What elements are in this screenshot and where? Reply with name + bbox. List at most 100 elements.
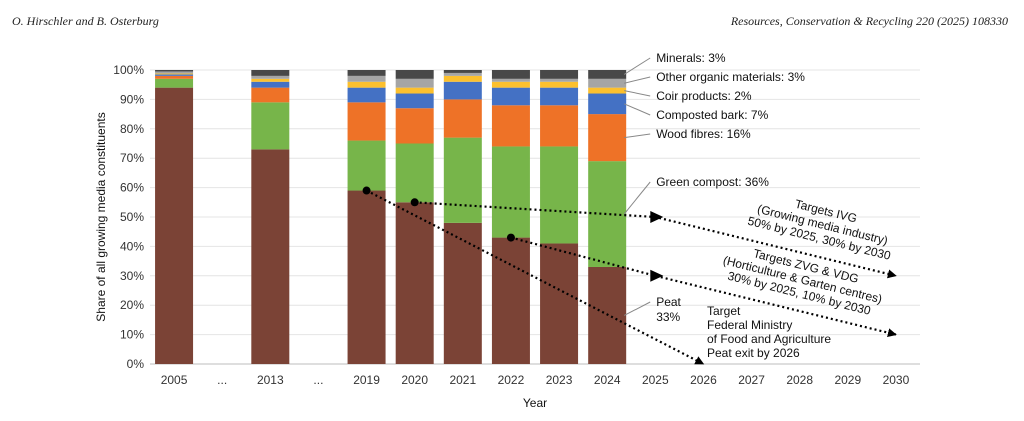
x-tick-label: 2024 (594, 373, 621, 387)
target-annotation-line: of Food and Agriculture (707, 332, 831, 346)
bar-segment (347, 75, 386, 82)
y-tick-label: 10% (120, 328, 144, 342)
bar-segment (443, 75, 482, 82)
x-tick-label: 2028 (786, 373, 813, 387)
y-tick-label: 50% (120, 210, 144, 224)
x-tick-label: 2025 (642, 373, 669, 387)
bar-segment (540, 105, 579, 147)
bar-segment (491, 81, 530, 88)
leader-line (623, 57, 651, 75)
bar-segment (347, 81, 386, 88)
y-tick-label: 60% (120, 181, 144, 195)
bar-segment (443, 99, 482, 138)
bar-segment (491, 70, 530, 79)
series-label-value: 33% (656, 310, 680, 324)
bar-segment (155, 70, 194, 72)
bar-segment (443, 137, 482, 223)
header-journal: Resources, Conservation & Recycling 220 … (730, 14, 1008, 28)
bar-segment (395, 70, 434, 79)
bar-segment (347, 102, 386, 141)
bar-segment (540, 243, 579, 364)
bar-segment (251, 81, 290, 88)
bar-segment (540, 87, 579, 106)
bar-segment (395, 87, 434, 94)
leader-line (623, 181, 651, 215)
bar-segment (347, 70, 386, 76)
x-tick-label: 2019 (353, 373, 380, 387)
bar-segment (491, 146, 530, 238)
target-start-point (362, 186, 371, 195)
bar-segment (155, 87, 194, 364)
y-tick-label: 100% (113, 63, 144, 77)
series-label: Composted bark: 7% (656, 108, 768, 122)
bar-segment (588, 78, 627, 88)
target-annotation-line: Target (707, 304, 741, 318)
x-tick-label: 2023 (546, 373, 573, 387)
bar-segment (588, 93, 627, 115)
series-label: Other organic materials: 3% (656, 70, 805, 84)
bar-segment (491, 78, 530, 82)
series-label: Minerals: 3% (656, 51, 726, 65)
series-label: Peat (656, 295, 681, 309)
target-start-point (410, 198, 419, 207)
series-label: Coir products: 2% (656, 89, 752, 103)
bar-segment (251, 78, 290, 82)
bar-segment (395, 78, 434, 88)
bar-segment (443, 222, 482, 364)
target-annotation-line: Peat exit by 2026 (707, 346, 800, 360)
y-tick-label: 20% (120, 298, 144, 312)
bar-segment (395, 143, 434, 203)
y-tick-label: 70% (120, 151, 144, 165)
bar-segment (540, 70, 579, 79)
x-tick-label: 2021 (449, 373, 476, 387)
leader-line (624, 90, 651, 97)
x-tick-label: 2013 (257, 373, 284, 387)
target-path (366, 189, 705, 365)
bar-segment (347, 190, 386, 364)
y-tick-label: 0% (127, 357, 145, 371)
bar-segment (588, 70, 627, 79)
bar-segment (491, 237, 530, 364)
bar-segment (395, 108, 434, 144)
bar-segment (443, 81, 482, 100)
x-tick-label: 2026 (690, 373, 717, 387)
target-start-point (506, 233, 515, 242)
bar-segment (155, 74, 194, 76)
bar-segment (347, 140, 386, 191)
bar-segment (491, 87, 530, 106)
bar-segment (155, 75, 194, 79)
bar-segment (155, 71, 194, 74)
bar-segment (251, 102, 290, 150)
y-tick-label: 40% (120, 239, 144, 253)
target-annotation-line: Federal Ministry (707, 318, 792, 332)
x-tick-label: ... (217, 373, 227, 387)
bar-segment (540, 81, 579, 88)
y-tick-label: 30% (120, 269, 144, 283)
x-tick-label: 2022 (498, 373, 525, 387)
bar-segment (251, 75, 290, 79)
leader-line (623, 301, 651, 316)
leader-line (624, 76, 651, 84)
bar-segment (588, 114, 627, 162)
target-intermediate-arrow (650, 269, 664, 282)
x-tick-label: ... (313, 373, 323, 387)
bar-segment (251, 87, 290, 103)
y-axis-title: Share of all growing media constituents (94, 112, 108, 321)
leader-line (624, 133, 651, 139)
bar-segment (395, 93, 434, 109)
bar-segment (491, 105, 530, 147)
bar-segment (251, 149, 290, 364)
bar-segment (155, 73, 194, 75)
x-tick-label: 2030 (883, 373, 910, 387)
series-label: Green compost: 36% (656, 175, 769, 189)
x-tick-label: 2029 (834, 373, 861, 387)
target-intermediate-arrow (650, 211, 664, 223)
bar-segment (347, 87, 386, 103)
bar-segment (395, 202, 434, 364)
y-tick-label: 90% (120, 92, 144, 106)
leader-line (623, 103, 651, 116)
bar-segment (443, 70, 482, 73)
bar-segment (540, 146, 579, 244)
